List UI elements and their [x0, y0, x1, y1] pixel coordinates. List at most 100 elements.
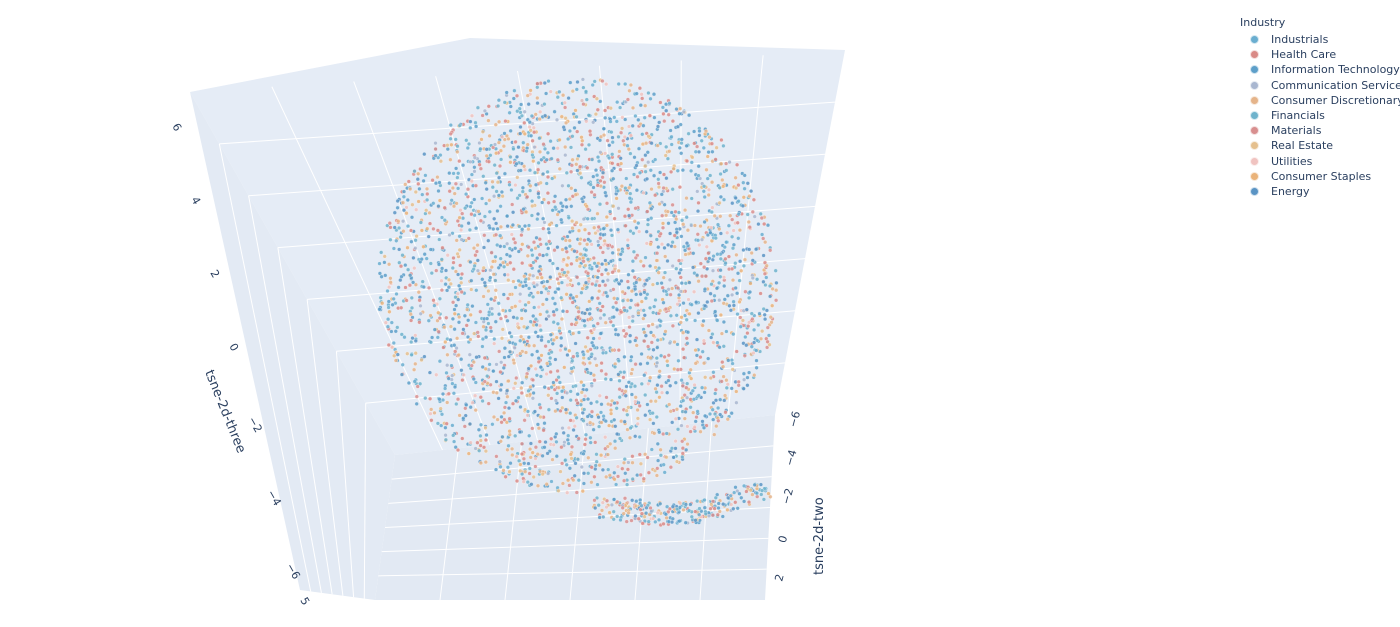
data-point — [633, 399, 638, 404]
data-point — [552, 248, 557, 253]
data-point — [655, 251, 660, 256]
data-point — [664, 102, 669, 107]
legend-item[interactable]: Health Care — [1240, 47, 1400, 62]
legend-item[interactable]: Energy — [1240, 184, 1400, 199]
data-point — [572, 424, 577, 429]
data-point — [503, 314, 508, 319]
data-point — [730, 367, 735, 372]
data-point — [637, 229, 642, 234]
legend-item[interactable]: Consumer Discretionary — [1240, 93, 1400, 108]
data-point — [678, 404, 683, 409]
data-point — [762, 221, 767, 227]
data-point — [387, 262, 392, 267]
data-point — [529, 133, 534, 138]
data-point — [576, 309, 581, 314]
data-point — [483, 180, 488, 185]
data-point — [529, 482, 534, 487]
data-point — [623, 223, 628, 228]
data-point — [548, 139, 553, 144]
grid-line — [598, 65, 633, 431]
data-point — [379, 274, 384, 279]
legend-item[interactable]: Materials — [1240, 123, 1400, 138]
data-point — [656, 458, 661, 463]
data-point — [617, 387, 622, 392]
data-point — [473, 446, 478, 451]
data-point — [570, 219, 575, 224]
data-point — [501, 292, 506, 297]
data-point — [582, 407, 587, 412]
legend-item[interactable]: Financials — [1240, 108, 1400, 123]
data-point — [546, 131, 551, 136]
data-point — [625, 97, 630, 102]
data-point — [482, 233, 487, 238]
data-point — [420, 192, 425, 197]
legend-item[interactable]: Communication Services — [1240, 78, 1400, 93]
data-point — [468, 119, 473, 124]
legend-item[interactable]: Industrials — [1240, 32, 1400, 47]
data-point — [521, 207, 526, 212]
data-point — [565, 263, 570, 268]
data-point — [578, 252, 583, 257]
data-point — [706, 187, 712, 192]
data-point — [386, 305, 391, 310]
data-point — [747, 370, 752, 375]
data-point — [579, 290, 584, 295]
data-point — [624, 191, 629, 196]
data-point — [615, 499, 620, 504]
grid-line — [504, 441, 523, 601]
data-point — [677, 185, 682, 190]
data-point — [525, 413, 530, 418]
data-point — [662, 270, 668, 275]
data-point — [608, 408, 614, 413]
data-point — [713, 313, 718, 318]
data-point — [727, 303, 732, 308]
data-point — [578, 171, 583, 176]
legend-item[interactable]: Real Estate — [1240, 138, 1400, 153]
data-point — [718, 412, 723, 417]
data-point — [528, 441, 533, 446]
data-point — [704, 244, 709, 249]
data-point — [450, 265, 455, 271]
data-point — [432, 327, 437, 332]
data-point — [405, 351, 410, 356]
data-point — [609, 233, 615, 238]
data-point — [509, 187, 514, 193]
data-point — [644, 511, 649, 516]
data-point — [703, 511, 708, 516]
data-point — [570, 134, 575, 139]
data-point — [466, 141, 472, 147]
data-point — [747, 225, 752, 230]
data-point — [516, 278, 521, 283]
data-point — [715, 222, 721, 227]
legend-item[interactable]: Consumer Staples — [1240, 169, 1400, 184]
data-point — [643, 103, 648, 108]
data-point — [464, 323, 469, 328]
data-point — [637, 434, 642, 440]
data-point — [601, 226, 606, 231]
legend-label: Financials — [1271, 109, 1325, 123]
data-point — [538, 312, 543, 317]
data-point — [547, 258, 553, 263]
data-point — [721, 275, 727, 280]
data-point — [543, 344, 548, 349]
data-point — [729, 386, 734, 391]
data-point — [702, 184, 707, 189]
tick-label: 2 — [772, 573, 786, 583]
data-point — [693, 518, 698, 523]
data-point — [594, 495, 600, 501]
data-point — [669, 210, 674, 215]
data-point — [377, 261, 382, 266]
data-point — [506, 378, 511, 384]
data-point — [403, 263, 408, 268]
data-point — [720, 360, 725, 365]
data-point — [577, 256, 582, 261]
data-point — [662, 202, 667, 207]
data-point — [469, 200, 474, 205]
data-point — [687, 508, 692, 513]
data-point — [659, 353, 664, 358]
data-point — [460, 331, 465, 336]
legend-item[interactable]: Information Technology — [1240, 62, 1400, 77]
data-point — [675, 427, 681, 432]
legend-item[interactable]: Utilities — [1240, 154, 1400, 169]
